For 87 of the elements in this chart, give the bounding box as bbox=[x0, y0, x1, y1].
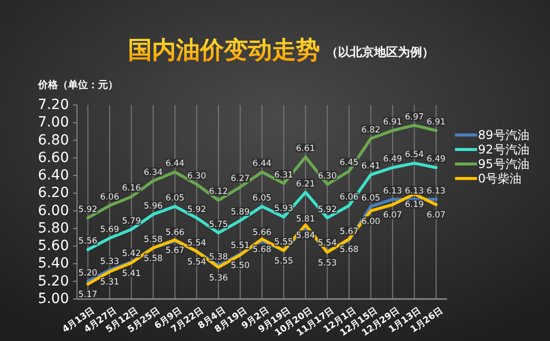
data-label: 5.79 bbox=[122, 216, 141, 226]
data-label: 6.82 bbox=[361, 126, 380, 136]
data-label: 5.67 bbox=[340, 226, 359, 237]
data-label: 6.30 bbox=[318, 171, 337, 182]
data-label: 5.54 bbox=[187, 257, 206, 268]
y-tick-label: 5.00 bbox=[38, 291, 69, 307]
data-label: 6.41 bbox=[361, 162, 380, 172]
y-tick-label: 7.00 bbox=[38, 114, 69, 131]
data-label: 6.91 bbox=[426, 118, 446, 128]
y-tick-label: 6.20 bbox=[38, 185, 69, 202]
data-label: 5.17 bbox=[78, 290, 98, 300]
data-label: 6.06 bbox=[100, 192, 120, 203]
legend-label: 89号汽油 bbox=[478, 128, 530, 142]
data-label: 5.69 bbox=[100, 225, 120, 236]
data-label: 6.45 bbox=[340, 158, 359, 168]
y-tick-label: 6.80 bbox=[38, 132, 69, 148]
data-label: 5.20 bbox=[78, 268, 98, 278]
y-axis-title: 价格（单位：元） bbox=[37, 79, 118, 91]
data-label: 5.41 bbox=[122, 268, 141, 279]
data-label: 5.31 bbox=[100, 278, 120, 288]
data-label: 6.07 bbox=[383, 210, 402, 221]
data-label: 6.05 bbox=[252, 193, 272, 204]
data-label: 5.42 bbox=[122, 248, 141, 259]
y-tick-label: 6.40 bbox=[38, 168, 69, 184]
data-label: 6.12 bbox=[209, 187, 228, 198]
data-label: 6.05 bbox=[165, 193, 184, 204]
data-label: 5.96 bbox=[144, 201, 163, 212]
data-label: 6.13 bbox=[426, 186, 446, 196]
data-label: 5.54 bbox=[187, 238, 206, 248]
data-label: 5.92 bbox=[187, 204, 206, 215]
legend-label: 95号汽油 bbox=[478, 157, 530, 171]
data-label: 5.75 bbox=[209, 220, 228, 230]
data-label: 6.44 bbox=[165, 159, 184, 170]
data-label: 5.53 bbox=[318, 258, 337, 268]
y-tick-label: 5.20 bbox=[38, 273, 69, 290]
data-label: 5.81 bbox=[296, 214, 315, 225]
data-label: 5.55 bbox=[274, 238, 294, 248]
data-label: 5.68 bbox=[340, 245, 359, 256]
data-label: 6.44 bbox=[252, 159, 272, 170]
data-label: 6.16 bbox=[122, 184, 141, 194]
data-label: 6.06 bbox=[340, 192, 359, 203]
y-tick-label: 5.80 bbox=[38, 220, 69, 236]
data-label: 6.05 bbox=[361, 193, 380, 204]
data-label: 5.58 bbox=[144, 234, 163, 245]
data-label: 6.21 bbox=[296, 179, 315, 190]
data-label: 6.54 bbox=[404, 150, 424, 160]
data-label: 5.36 bbox=[209, 273, 228, 284]
data-label: 5.68 bbox=[252, 245, 272, 256]
data-label: 5.33 bbox=[100, 256, 120, 267]
chart-subtitle: （以北京地区为例） bbox=[326, 45, 434, 59]
data-label: 5.50 bbox=[230, 260, 250, 271]
y-tick-label: 6.00 bbox=[38, 202, 69, 219]
y-tick-label: 7.20 bbox=[38, 97, 69, 113]
data-label: 6.13 bbox=[383, 186, 402, 196]
data-label: 5.92 bbox=[318, 204, 337, 215]
data-label: 5.55 bbox=[274, 256, 294, 266]
data-label: 5.38 bbox=[209, 252, 228, 262]
data-label: 6.00 bbox=[361, 216, 380, 227]
data-label: 5.56 bbox=[78, 236, 98, 247]
data-label: 6.31 bbox=[274, 170, 294, 180]
data-label: 5.67 bbox=[165, 246, 184, 256]
data-label: 5.89 bbox=[230, 208, 250, 218]
data-label: 6.49 bbox=[383, 154, 402, 165]
data-label: 5.54 bbox=[318, 238, 337, 248]
data-label: 6.61 bbox=[296, 144, 315, 154]
data-label: 5.51 bbox=[230, 241, 250, 252]
data-label: 6.27 bbox=[230, 174, 250, 184]
data-label: 6.91 bbox=[383, 118, 402, 128]
data-label: 5.93 bbox=[274, 204, 294, 214]
legend-label: 92号汽油 bbox=[478, 142, 530, 156]
data-label: 6.07 bbox=[426, 210, 446, 221]
chart-title: 国内油价变动走势 bbox=[128, 36, 320, 64]
data-label: 6.34 bbox=[144, 168, 163, 178]
y-tick-label: 5.60 bbox=[38, 238, 69, 254]
data-label: 5.84 bbox=[296, 230, 315, 241]
data-label: 6.19 bbox=[404, 200, 424, 210]
data-label: 5.66 bbox=[165, 228, 184, 238]
data-label: 6.30 bbox=[187, 171, 206, 182]
legend-label: 0号柴油 bbox=[478, 172, 522, 186]
data-label: 5.58 bbox=[144, 254, 163, 264]
y-tick-label: 5.40 bbox=[38, 256, 69, 272]
data-label: 5.66 bbox=[252, 228, 272, 238]
data-label: 6.97 bbox=[404, 112, 424, 122]
y-tick-label: 6.60 bbox=[38, 150, 69, 166]
data-label: 6.49 bbox=[426, 154, 446, 165]
data-label: 5.92 bbox=[78, 204, 98, 215]
data-label: 6.13 bbox=[404, 186, 424, 196]
